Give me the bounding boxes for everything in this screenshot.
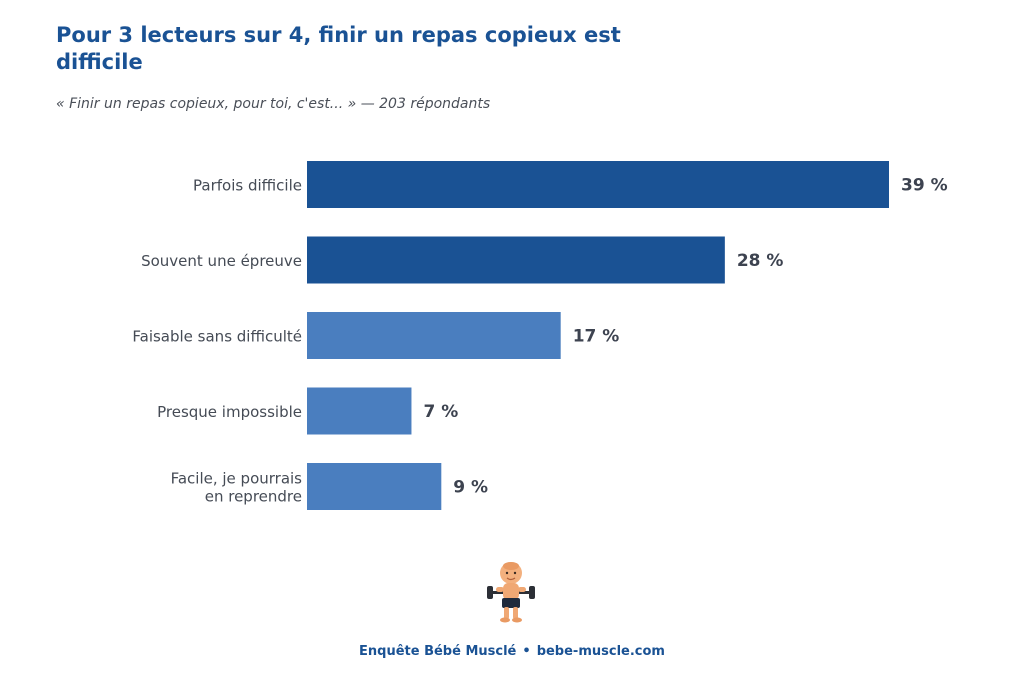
category-label-0: Parfois difficile [193, 177, 302, 195]
footer-separator: • [522, 644, 531, 659]
footer-site-link[interactable]: bebe-muscle.com [536, 644, 665, 659]
chart-subtitle: « Finir un repas copieux, pour toi, c'es… [56, 96, 491, 112]
category-label-3: Presque impossible [157, 403, 302, 421]
bar-chart: Parfois difficile 39 % Souvent une épreuve… [132, 161, 948, 510]
category-label-4: Facile, je pourrais en reprendre [171, 470, 303, 506]
bar-3 [307, 387, 412, 435]
value-label-4: 9 % [453, 478, 488, 498]
chart-title: Pour 3 lecteurs sur 4, finir un repas co… [56, 23, 621, 74]
bar-2 [307, 312, 561, 359]
value-label-3: 7 % [423, 402, 458, 422]
category-label-1: Souvent une épreuve [141, 252, 302, 270]
bar-4 [307, 463, 442, 510]
footer-source: Enquête Bébé Musclé [359, 644, 517, 659]
value-label-1: 28 % [737, 251, 784, 271]
bar-0 [307, 161, 889, 208]
bar-1 [307, 236, 725, 284]
category-label-2: Faisable sans difficulté [132, 328, 302, 346]
value-label-0: 39 % [901, 176, 948, 196]
value-label-2: 17 % [573, 327, 620, 347]
footer: Enquête Bébé Musclé • bebe-muscle.com [0, 644, 1024, 659]
weightlifting-baby-icon [484, 560, 538, 626]
